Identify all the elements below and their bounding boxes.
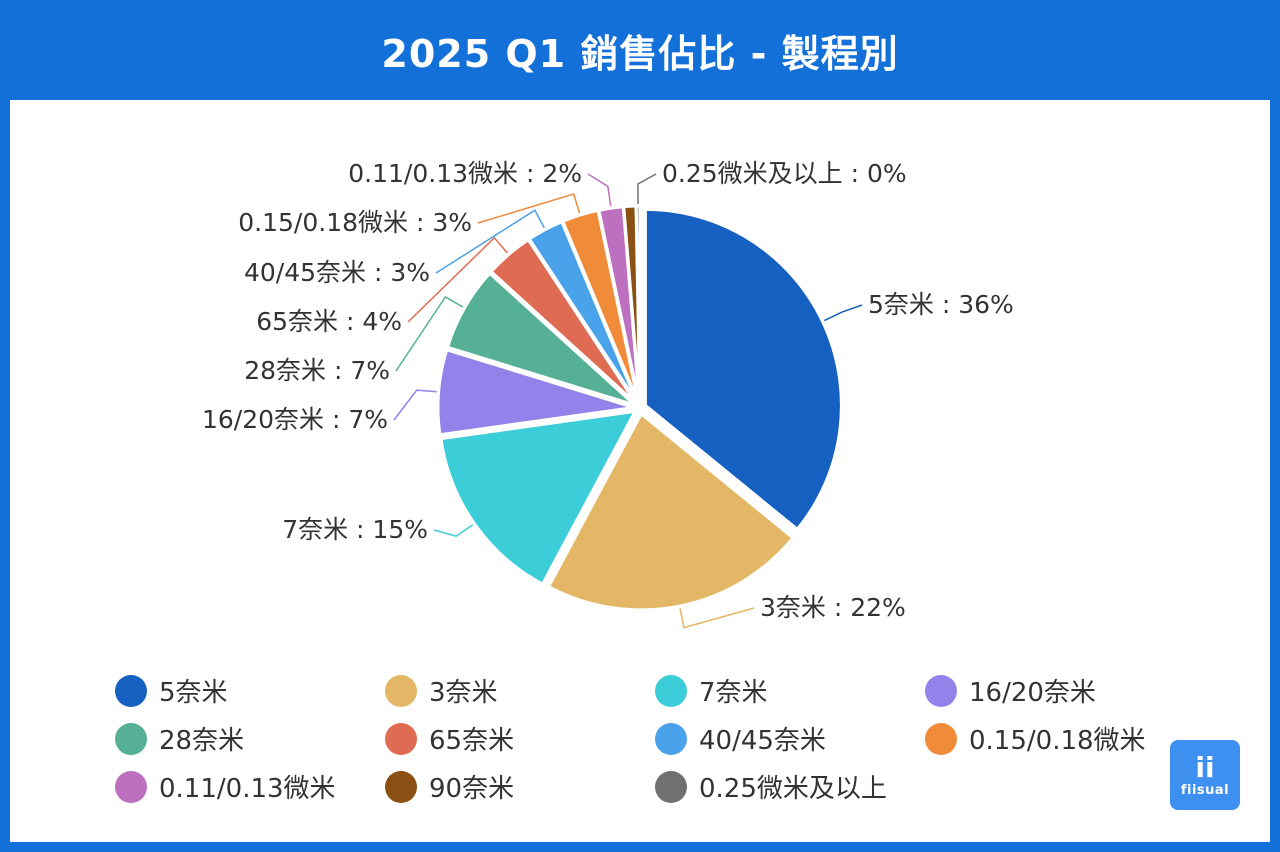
data-label-9: 0.11/0.13微米 : 2%	[348, 159, 582, 188]
logo-mark: ii	[1195, 750, 1215, 784]
legend-swatch	[115, 674, 147, 707]
legend-swatch	[115, 722, 147, 755]
legend-item-11: 0.25微米及以上	[655, 768, 887, 805]
label-leader-line-11	[637, 173, 657, 205]
legend-label: 0.11/0.13微米	[159, 774, 336, 804]
legend-item-9: 0.11/0.13微米	[115, 768, 336, 805]
chart-panel: 5奈米 : 36% 3奈米 : 22% 7奈米 : 15% 16/20奈米 : 7% 2…	[10, 100, 1270, 842]
legend-item-4: 16/20奈米	[925, 672, 1096, 709]
legend-label: 5奈米	[159, 678, 228, 708]
legend-swatch	[655, 722, 687, 755]
pie-slice-5	[445, 271, 637, 407]
label-leader-line-1	[823, 304, 863, 322]
data-label-11: 0.25微米及以上 : 0%	[662, 159, 907, 188]
legend-item-3: 7奈米	[655, 672, 768, 709]
legend-label: 65奈米	[429, 726, 515, 756]
label-leader-line-7	[435, 209, 545, 274]
pie-slice-4	[436, 348, 636, 437]
legend-label: 40/45奈米	[699, 726, 826, 756]
legend-item-8: 0.15/0.18微米	[925, 720, 1146, 757]
legend-label: 0.25微米及以上	[699, 774, 887, 804]
label-leader-line-9	[587, 173, 612, 207]
legend-swatch	[925, 722, 957, 755]
legend-item-1: 5奈米	[115, 672, 228, 709]
pie-chart: 5奈米 : 36% 3奈米 : 22% 7奈米 : 15% 16/20奈米 : 7% 2…	[202, 159, 1014, 629]
data-label-8: 0.15/0.18微米 : 3%	[238, 208, 472, 237]
page-title: 2025 Q1 銷售佔比 - 製程別	[381, 31, 899, 76]
legend-swatch	[925, 674, 957, 707]
pie-slice-3	[439, 409, 637, 586]
legend-item-5: 28奈米	[115, 720, 244, 757]
chart-legend: 5奈米 3奈米 7奈米 16/20奈米 28奈米 65奈米 40/45奈米 0.15/0.18…	[10, 100, 1270, 842]
data-label-4: 16/20奈米 : 7%	[202, 405, 388, 434]
legend-swatch	[385, 674, 417, 707]
legend-label: 28奈米	[159, 726, 245, 756]
data-label-3: 7奈米 : 15%	[282, 515, 428, 544]
legend-swatch	[655, 674, 687, 707]
legend-item-6: 65奈米	[385, 720, 514, 757]
legend-swatch	[385, 770, 417, 803]
data-label-5: 28奈米 : 7%	[244, 356, 390, 385]
label-leader-line-8	[477, 193, 581, 224]
pie-slice-1	[643, 207, 843, 531]
data-label-6: 65奈米 : 4%	[256, 307, 402, 336]
legend-item-10: 90奈米	[385, 768, 514, 805]
fiisual-logo: ii fiisual	[1170, 740, 1240, 810]
legend-item-2: 3奈米	[385, 672, 498, 709]
legend-swatch	[115, 770, 147, 803]
logo-text: fiisual	[1180, 782, 1230, 798]
legend-label: 16/20奈米	[969, 678, 1096, 708]
label-leader-line-3	[433, 524, 474, 537]
label-leader-line-4	[393, 389, 437, 421]
data-label-2: 3奈米 : 22%	[760, 593, 906, 622]
legend-swatch	[385, 722, 417, 755]
label-leader-line-2	[679, 607, 755, 629]
legend-label: 0.15/0.18微米	[969, 726, 1146, 756]
pie-slice-2	[547, 412, 795, 612]
data-label-1: 5奈米 : 36%	[868, 290, 1014, 319]
label-leader-line-5	[395, 296, 464, 372]
label-leader-line-6	[407, 236, 508, 323]
pie-slice-11	[634, 204, 642, 404]
legend-label: 3奈米	[429, 678, 498, 708]
data-label-7: 40/45奈米 : 3%	[244, 258, 430, 287]
legend-label: 90奈米	[429, 774, 515, 804]
legend-label: 7奈米	[699, 678, 768, 708]
legend-swatch	[655, 770, 687, 803]
legend-item-7: 40/45奈米	[655, 720, 826, 757]
